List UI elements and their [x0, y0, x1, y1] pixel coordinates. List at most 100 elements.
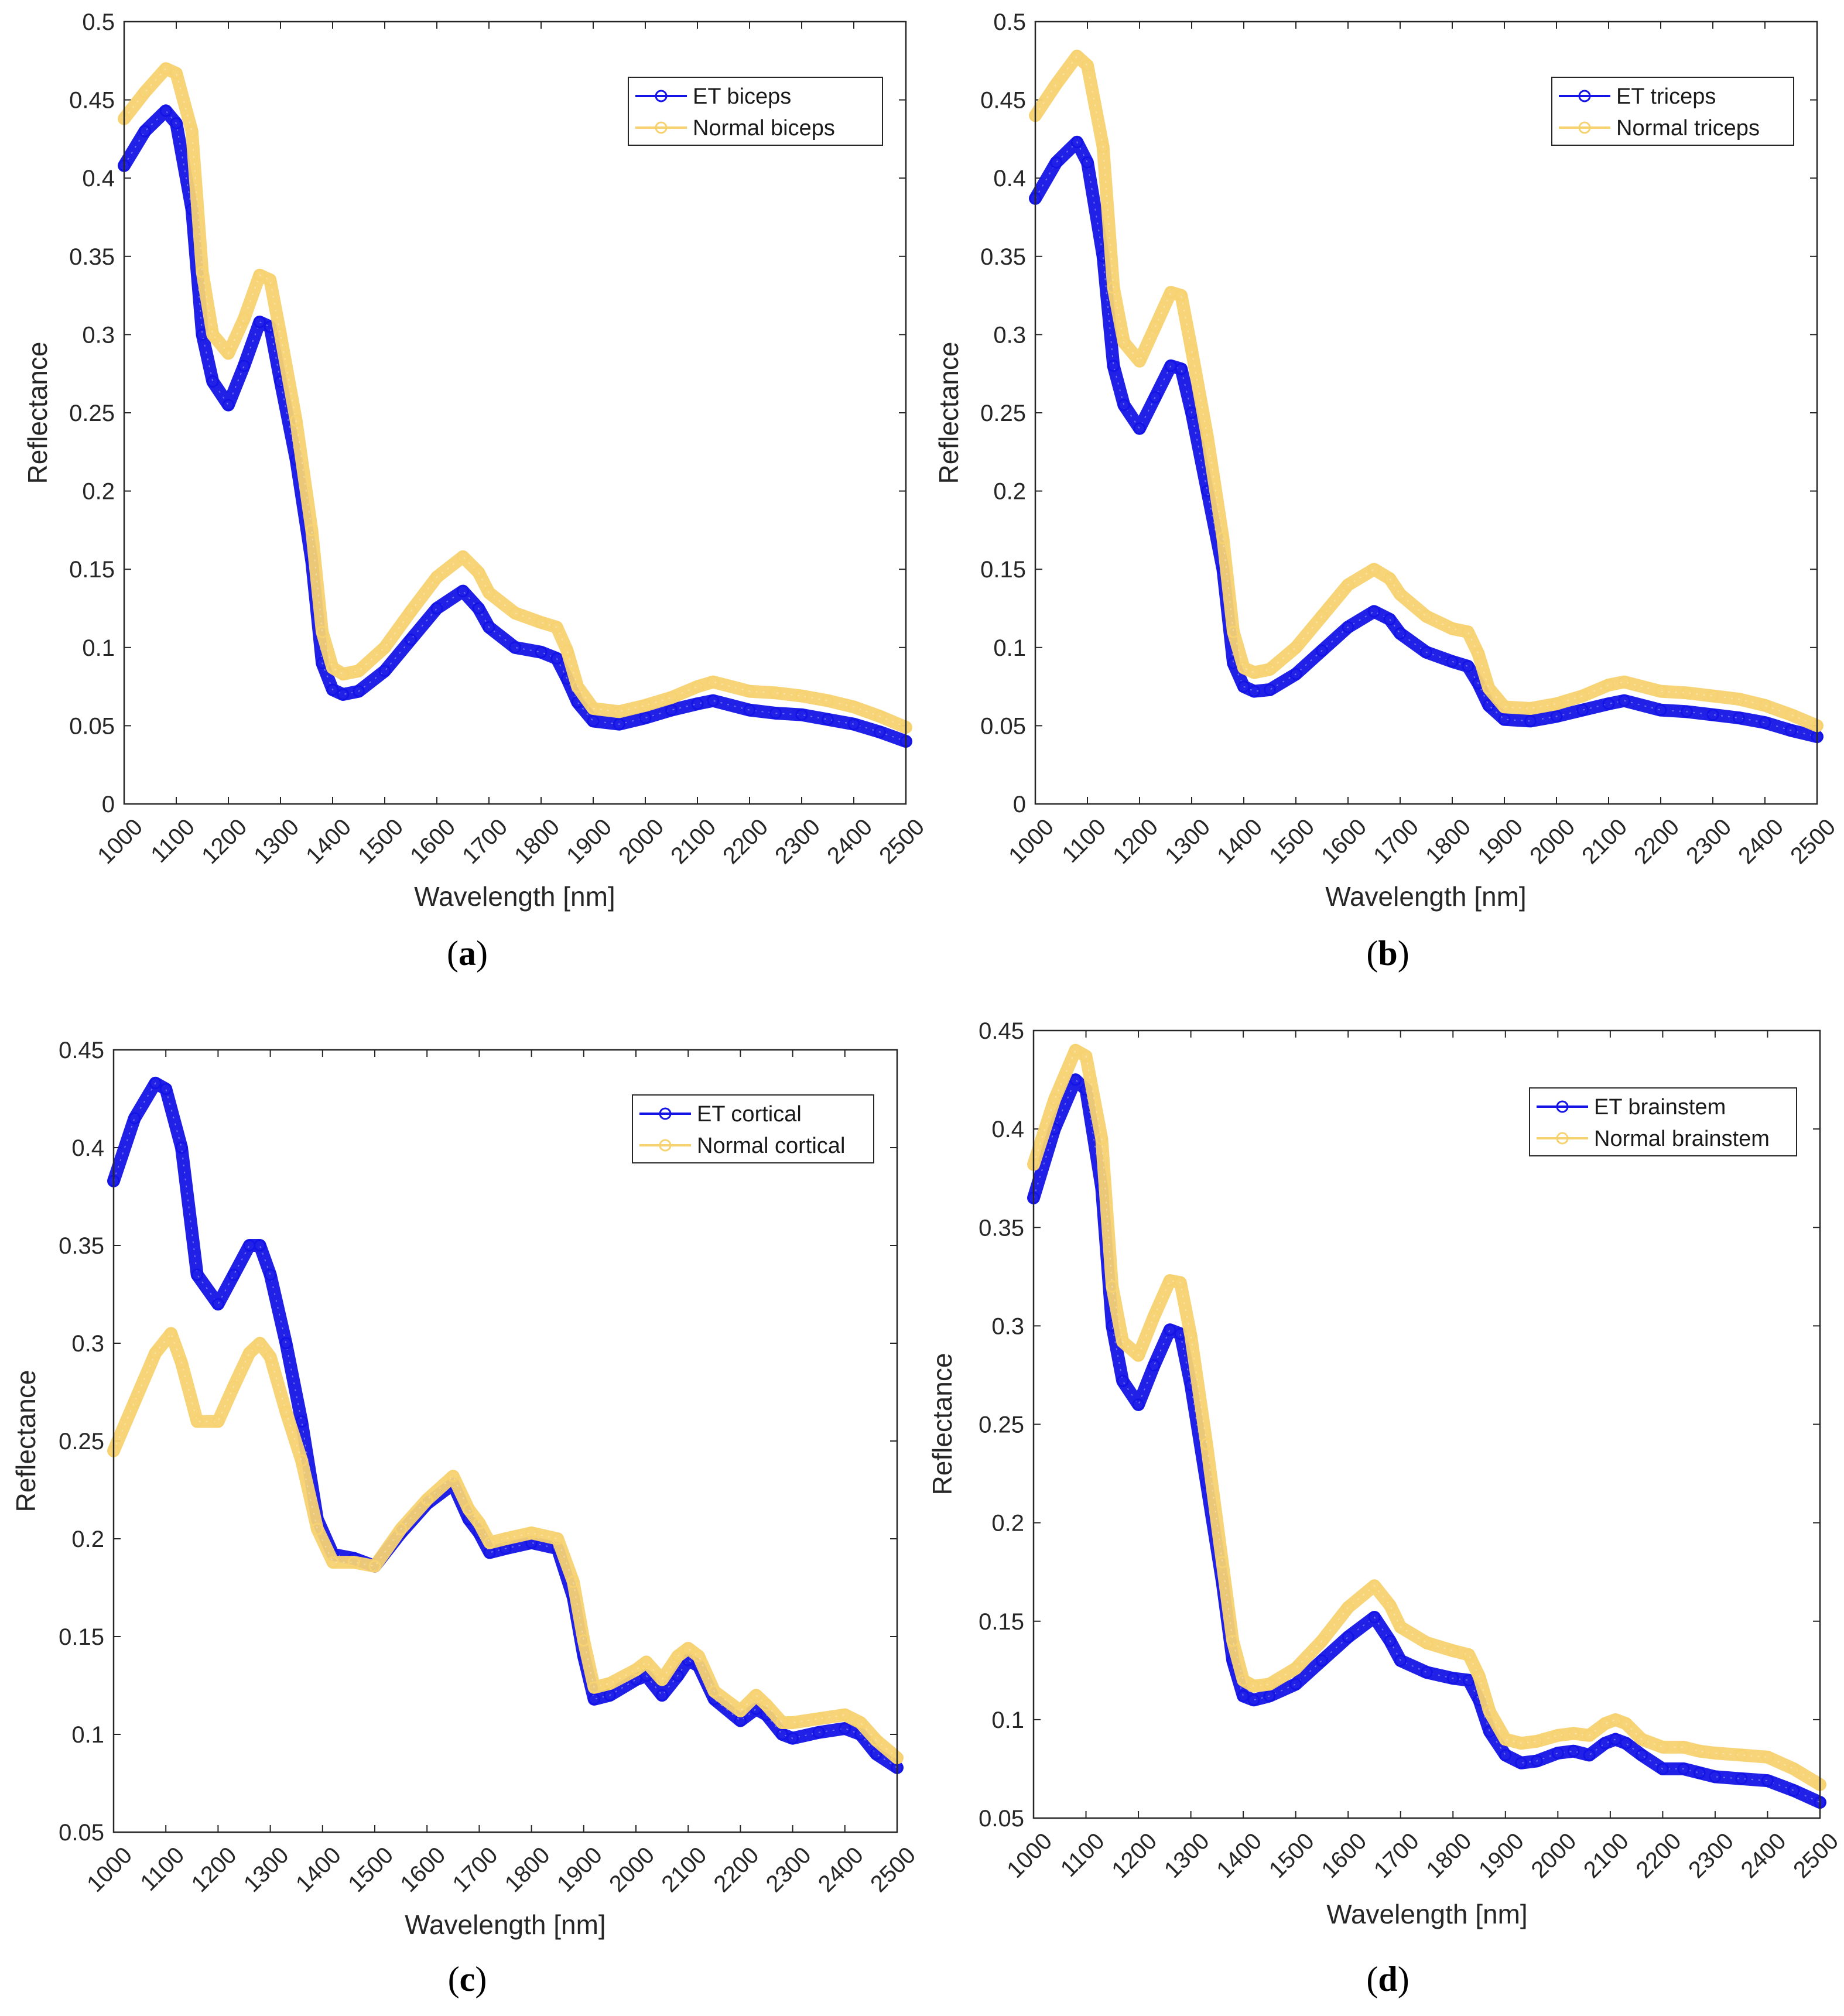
data-point-normal-triceps	[1237, 662, 1250, 675]
data-point-et-cortical	[191, 1268, 204, 1281]
data-point-normal-brainstem	[1116, 1335, 1129, 1348]
data-point-normal-brainstem	[1384, 1599, 1397, 1612]
data-point-et-triceps	[1394, 627, 1407, 640]
y-tick-label: 0	[1013, 792, 1026, 817]
data-point-et-brainstem	[1069, 1073, 1082, 1086]
data-point-et-biceps	[378, 665, 391, 677]
data-point-et-cortical	[839, 1722, 851, 1735]
legend-label-normal-cortical: Normal cortical	[697, 1134, 845, 1158]
data-point-et-brainstem	[1735, 1772, 1748, 1785]
y-tick-label: 0.4	[82, 166, 115, 191]
y-tick-label: 0.1	[991, 1707, 1024, 1733]
data-point-normal-cortical	[588, 1681, 601, 1694]
y-tick-label: 0.05	[980, 713, 1026, 739]
y-tick-label: 0.2	[82, 479, 115, 505]
data-point-normal-biceps	[170, 67, 183, 80]
axes-box	[112, 1049, 898, 1833]
data-point-et-cortical	[776, 1728, 789, 1741]
data-point-et-brainstem	[1636, 1748, 1648, 1761]
panel-label: (d)	[1366, 1960, 1409, 1998]
y-tick-label: 0.2	[993, 479, 1026, 505]
data-point-normal-brainstem	[1473, 1670, 1486, 1683]
data-point-et-brainstem	[1116, 1375, 1129, 1388]
data-point-normal-brainstem	[1599, 1717, 1612, 1730]
data-point-et-triceps	[1081, 156, 1094, 169]
y-tick-label: 0.3	[993, 322, 1026, 348]
data-point-et-triceps	[1706, 708, 1719, 721]
legend-label-et-triceps: ET triceps	[1616, 84, 1716, 109]
data-point-normal-triceps	[1785, 708, 1797, 721]
y-tick-label: 0.3	[82, 322, 115, 348]
y-axis-title: Reflectance	[927, 1353, 957, 1495]
y-tick-label: 0.45	[979, 1018, 1024, 1044]
y-tick-label: 0.25	[69, 401, 115, 426]
data-point-normal-triceps	[1472, 647, 1484, 660]
data-point-et-biceps	[795, 708, 808, 721]
data-point-normal-biceps	[274, 328, 287, 341]
y-tick-label: 0.1	[82, 635, 115, 661]
data-point-et-triceps	[1462, 660, 1474, 673]
data-point-et-triceps	[1248, 685, 1261, 698]
data-point-normal-biceps	[196, 266, 208, 279]
data-point-et-brainstem	[1531, 1754, 1544, 1767]
plot-layer: 1000110012001300140015001600170018001900…	[980, 9, 1840, 869]
series-marker-texture-normal-brainstem	[1033, 1049, 1821, 1785]
data-point-normal-cortical	[760, 1699, 773, 1712]
data-point-et-triceps	[1117, 399, 1130, 412]
data-point-et-biceps	[639, 711, 652, 724]
data-point-et-triceps	[1175, 362, 1188, 375]
legend-marker-et-brainstem	[1556, 1100, 1569, 1113]
data-point-et-triceps	[1070, 136, 1083, 149]
y-tick-label: 0.25	[979, 1412, 1024, 1438]
data-point-et-biceps	[238, 360, 251, 372]
data-point-normal-brainstem	[1677, 1741, 1690, 1754]
data-point-normal-brainstem	[1446, 1644, 1459, 1657]
y-tick-label: 0.5	[82, 9, 115, 35]
data-point-normal-brainstem	[1315, 1634, 1328, 1647]
y-tick-label: 0.05	[979, 1806, 1024, 1832]
data-point-normal-biceps	[535, 616, 548, 629]
y-tick-label: 0.25	[980, 401, 1026, 426]
data-point-normal-brainstem	[1368, 1579, 1381, 1592]
y-tick-label: 0.15	[69, 557, 115, 583]
data-point-et-triceps	[1618, 694, 1631, 707]
data-point-normal-triceps	[1097, 141, 1110, 153]
data-point-normal-triceps	[1185, 344, 1198, 357]
y-tick-label: 0.4	[991, 1117, 1024, 1142]
y-tick-label: 0.35	[980, 244, 1026, 270]
data-point-normal-cortical	[483, 1536, 496, 1549]
data-point-normal-biceps	[874, 710, 886, 723]
data-point-et-triceps	[1602, 697, 1615, 710]
data-point-normal-cortical	[327, 1556, 340, 1569]
y-tick-label: 0.2	[991, 1511, 1024, 1536]
data-point-et-brainstem	[1599, 1737, 1612, 1750]
data-point-normal-cortical	[577, 1634, 590, 1647]
data-point-normal-brainstem	[1263, 1678, 1276, 1690]
data-point-normal-brainstem	[1200, 1437, 1213, 1450]
data-point-normal-cortical	[708, 1685, 721, 1698]
data-point-normal-cortical	[839, 1709, 851, 1721]
panel-label: (b)	[1366, 934, 1409, 973]
data-point-normal-triceps	[1248, 666, 1261, 679]
data-point-et-brainstem	[1787, 1784, 1800, 1797]
data-point-normal-brainstem	[1289, 1662, 1302, 1675]
legend-box	[1529, 1087, 1797, 1156]
y-tick-label: 0.35	[59, 1233, 104, 1259]
data-point-normal-brainstem	[1531, 1735, 1544, 1748]
data-point-et-biceps	[707, 694, 720, 707]
data-point-et-brainstem	[1289, 1678, 1302, 1690]
data-point-normal-cortical	[243, 1347, 256, 1360]
data-point-normal-brainstem	[1342, 1601, 1354, 1614]
series-line-normal-biceps	[118, 62, 912, 734]
legend-marker-normal-biceps	[655, 121, 668, 134]
data-point-et-triceps	[1482, 699, 1495, 712]
data-point-normal-triceps	[1482, 682, 1495, 694]
y-axis-title: Reflectance	[22, 342, 53, 484]
data-point-et-cortical	[254, 1239, 266, 1252]
data-point-normal-biceps	[337, 668, 350, 680]
data-point-et-brainstem	[1132, 1398, 1145, 1411]
data-point-et-biceps	[326, 683, 339, 696]
data-point-normal-cortical	[640, 1655, 653, 1668]
data-point-et-triceps	[1342, 621, 1354, 634]
data-point-normal-cortical	[671, 1649, 684, 1662]
